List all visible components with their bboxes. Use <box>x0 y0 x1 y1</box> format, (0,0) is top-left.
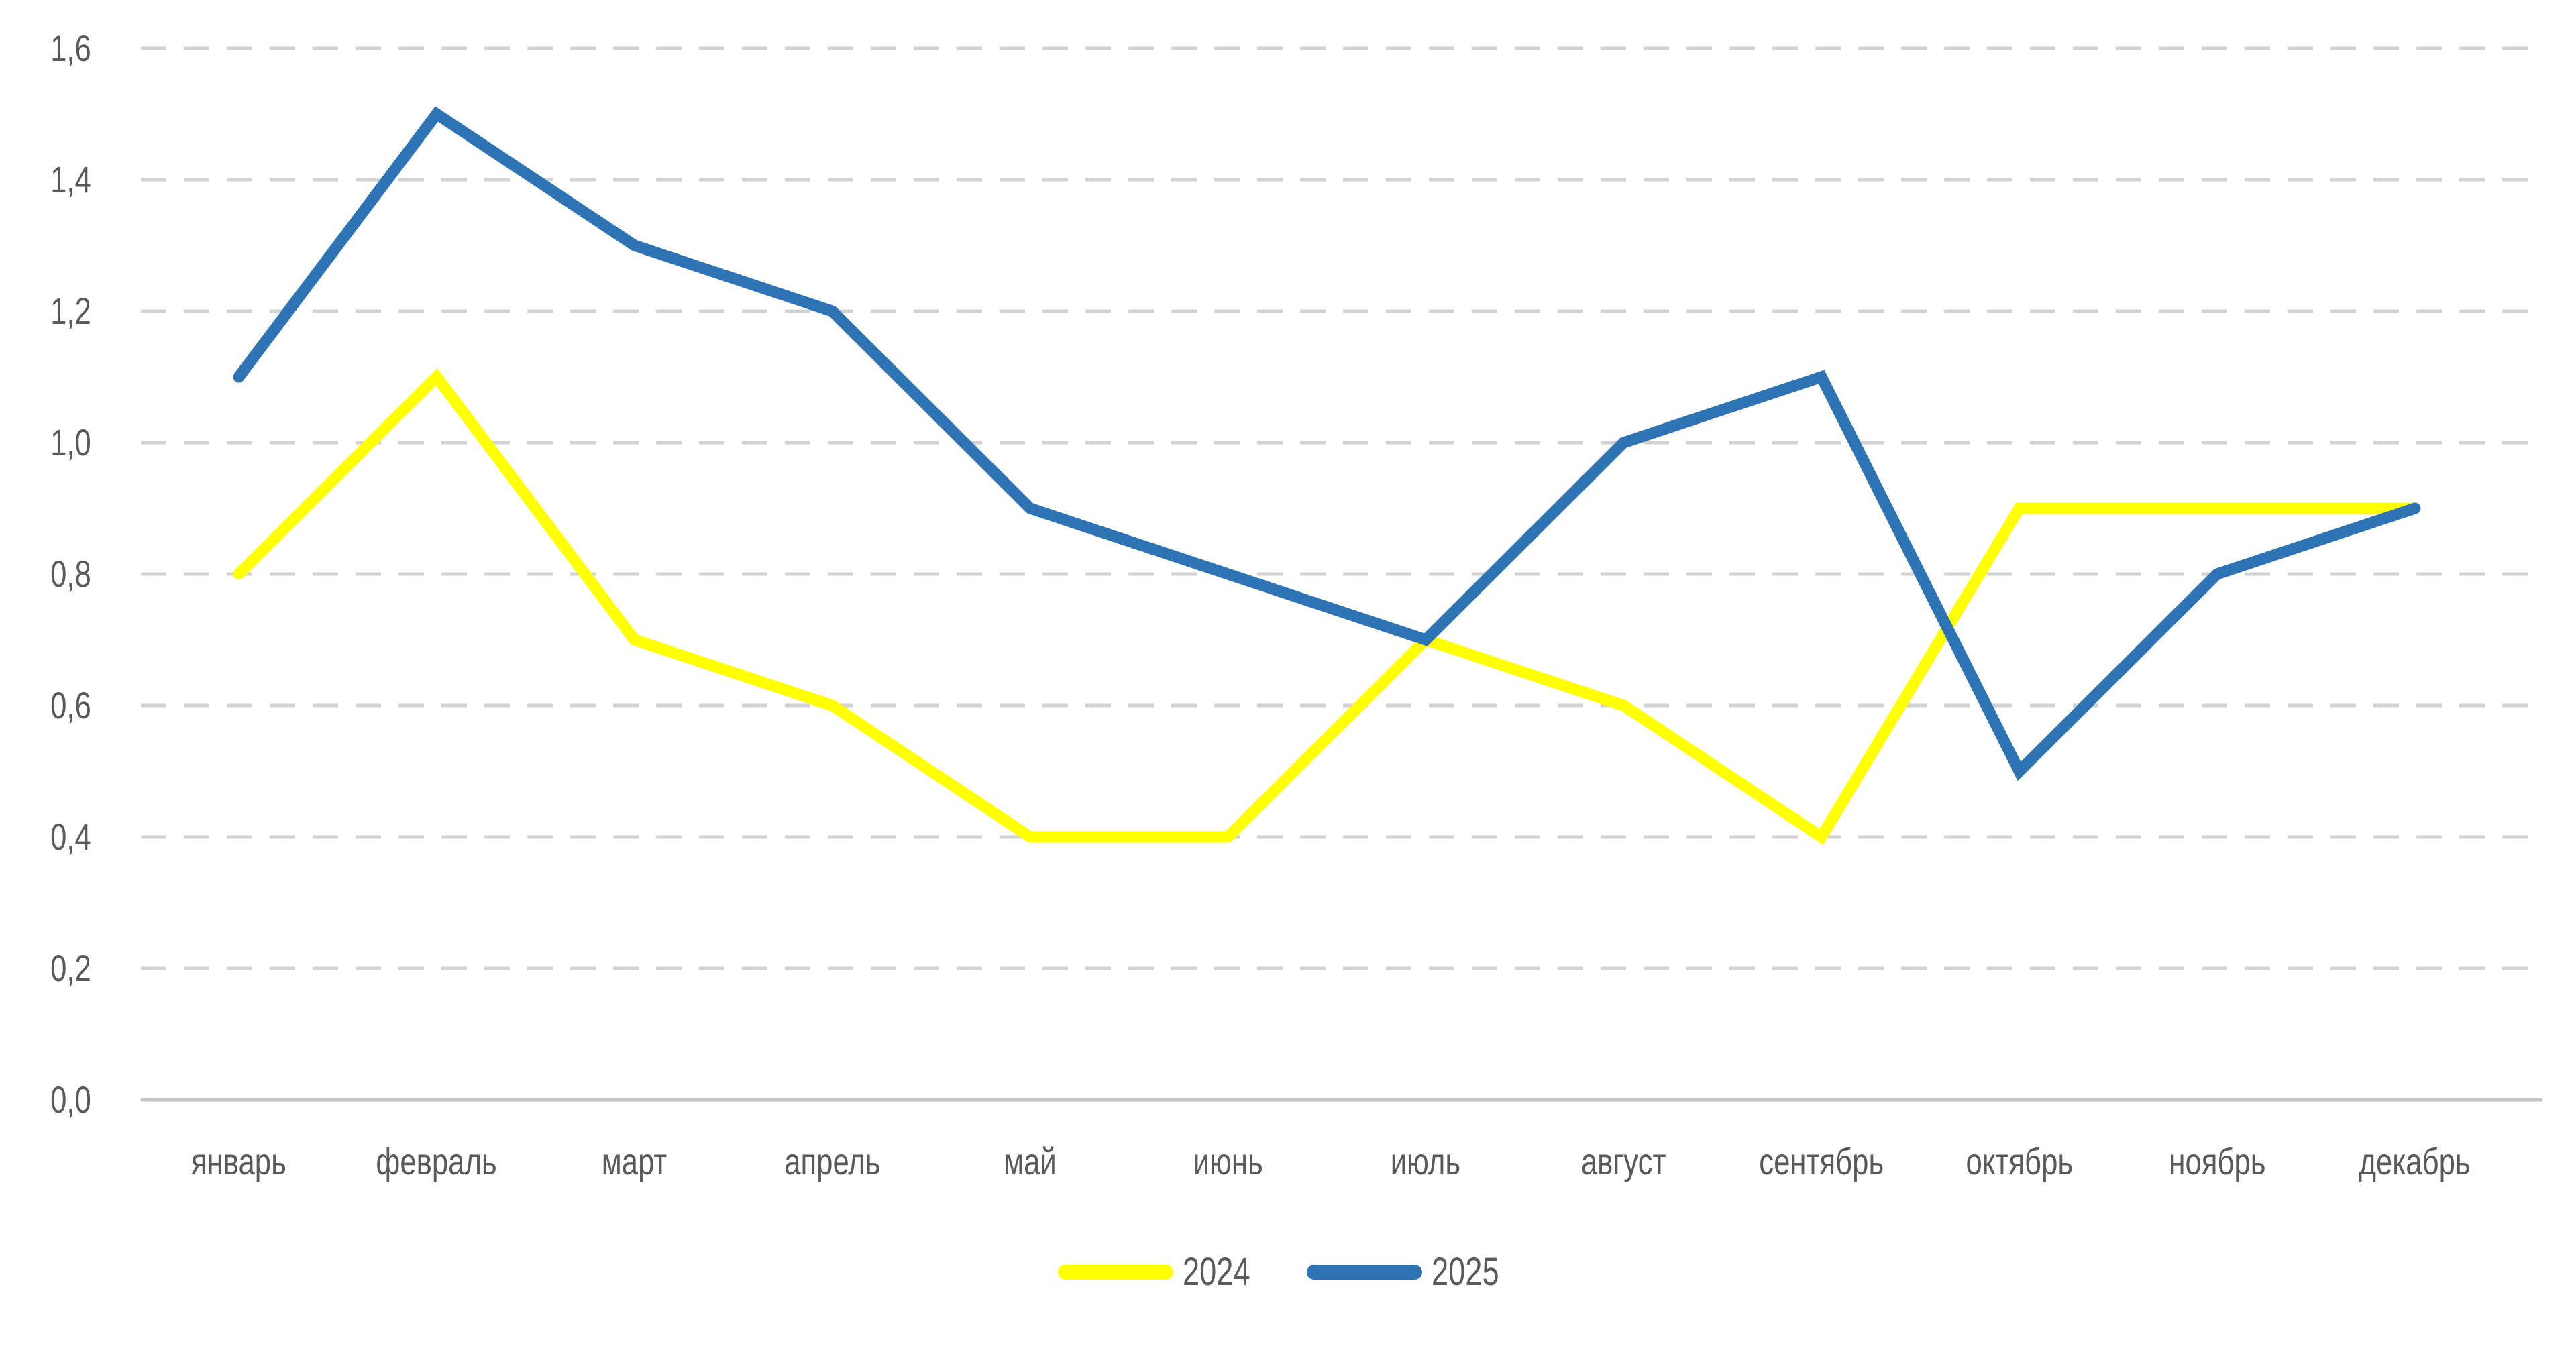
legend-item-2024: 2024 <box>1057 1250 1269 1294</box>
x-category-label: июль <box>1391 1140 1461 1182</box>
legend-swatch-2024 <box>1057 1265 1173 1280</box>
x-category-label: декабрь <box>2359 1140 2471 1182</box>
y-tick-label: 0,6 <box>50 684 91 726</box>
x-category-label: февраль <box>376 1140 498 1182</box>
y-tick-label: 1,0 <box>50 421 91 463</box>
x-category-label: январь <box>191 1140 286 1182</box>
y-tick-label: 1,4 <box>50 158 91 201</box>
x-category-label: март <box>601 1140 667 1182</box>
legend-swatch-2025 <box>1307 1265 1422 1280</box>
series-2024-line <box>233 368 2421 845</box>
x-category-label: май <box>1004 1140 1057 1182</box>
y-tick-label: 0,2 <box>50 947 91 989</box>
y-tick-label: 1,2 <box>50 290 91 332</box>
y-tick-label: 0,8 <box>50 553 91 595</box>
legend: 2024 2025 <box>1057 1250 1518 1294</box>
x-category-label: октябрь <box>1966 1140 2073 1182</box>
y-tick-label: 0,4 <box>50 815 91 858</box>
x-category-label: сентябрь <box>1759 1140 1884 1182</box>
series-2025-line <box>233 106 2421 781</box>
legend-label-2025: 2025 <box>1432 1250 1499 1294</box>
legend-label-2024: 2024 <box>1182 1250 1250 1294</box>
y-tick-label: 1,6 <box>50 27 91 69</box>
x-category-label: апрель <box>784 1140 881 1182</box>
x-category-label: август <box>1580 1140 1666 1182</box>
legend-item-2025: 2025 <box>1307 1253 1518 1292</box>
y-tick-label: 0,0 <box>50 1078 91 1121</box>
x-category-label: июнь <box>1193 1140 1263 1182</box>
x-category-label: ноябрь <box>2168 1140 2266 1182</box>
